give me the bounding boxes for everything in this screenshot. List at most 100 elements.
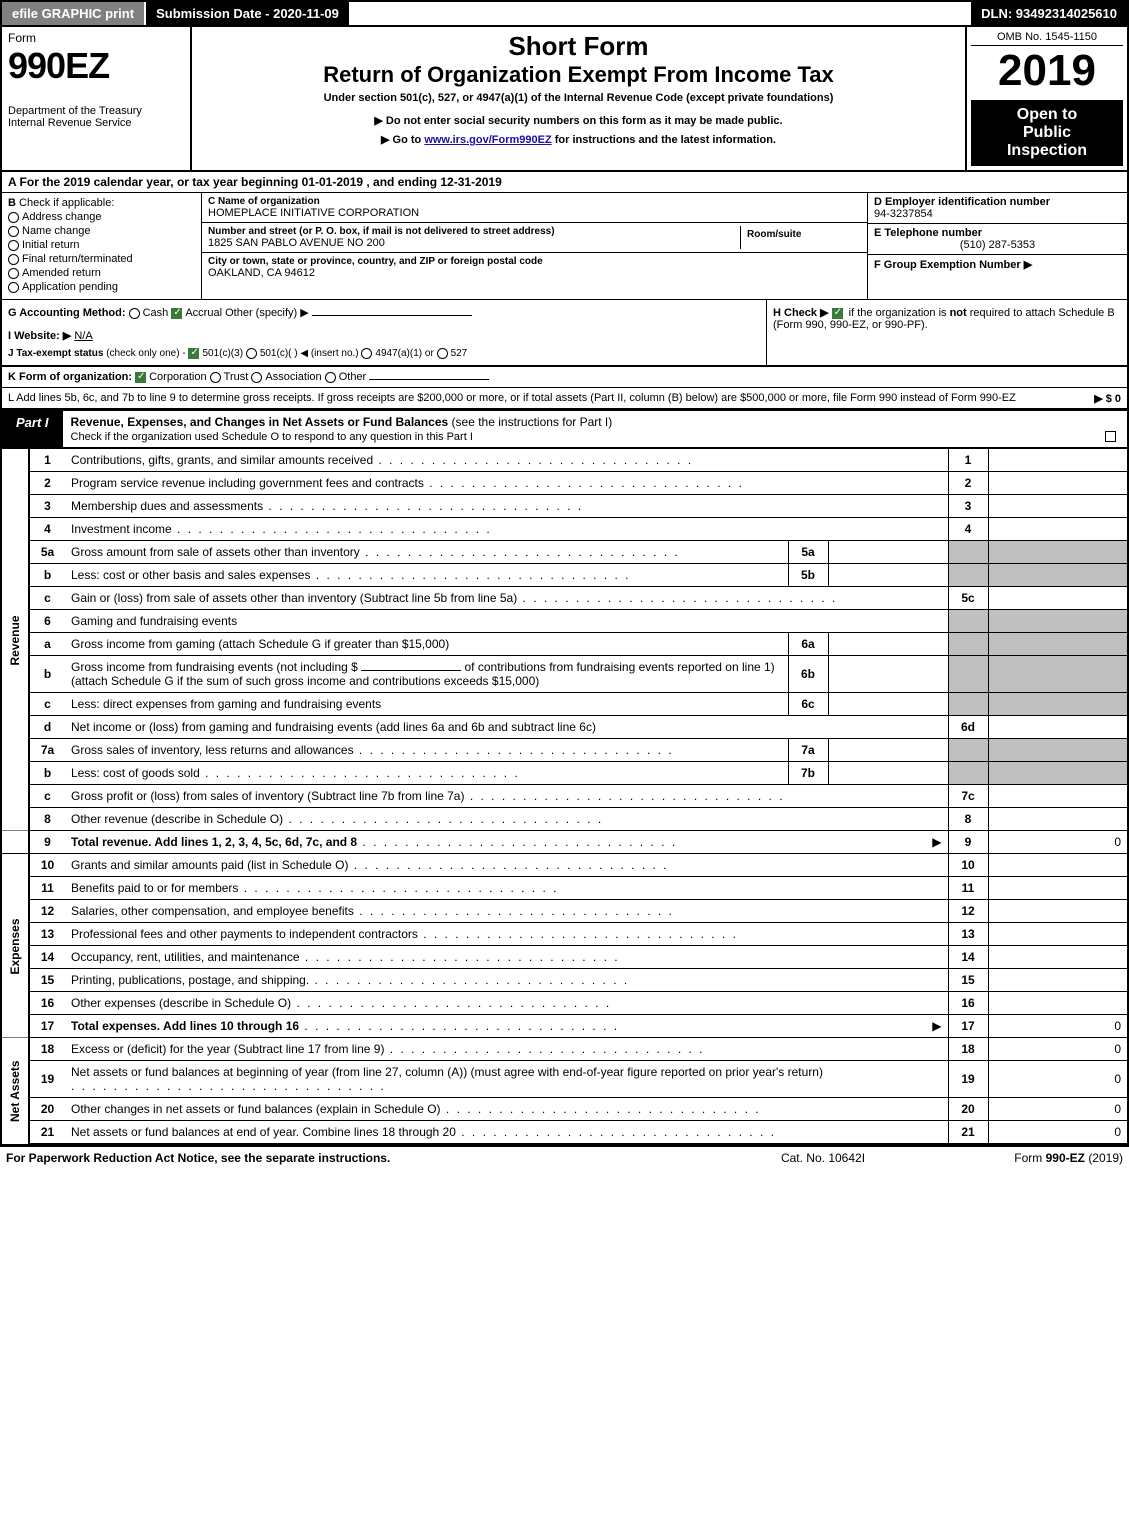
- l3-num: 3: [29, 495, 65, 518]
- l7a-subval: [828, 739, 948, 762]
- net-assets-side-label: Net Assets: [1, 1038, 29, 1144]
- l2-numcol: 2: [948, 472, 988, 495]
- expenses-table: Expenses 10 Grants and similar amounts p…: [0, 854, 1129, 1038]
- l14-desc: Occupancy, rent, utilities, and maintena…: [71, 950, 300, 964]
- l9-desc: Total revenue. Add lines 1, 2, 3, 4, 5c,…: [71, 835, 357, 849]
- k-other: Other: [339, 371, 367, 383]
- other-method-input[interactable]: [312, 315, 472, 316]
- l7a-num: 7a: [29, 739, 65, 762]
- j-501c-radio[interactable]: [246, 348, 257, 359]
- k-assoc: Association: [265, 371, 321, 383]
- final-return-radio[interactable]: [8, 254, 19, 265]
- l7c-numcol: 7c: [948, 785, 988, 808]
- l7b-greyval: [988, 762, 1128, 785]
- phone-value: (510) 287-5353: [874, 239, 1121, 251]
- part1-schedule-o-checkbox[interactable]: [1105, 431, 1116, 442]
- l19-numcol: 19: [948, 1061, 988, 1098]
- k-label: K Form of organization:: [8, 371, 132, 383]
- l9-num: 9: [29, 831, 65, 854]
- h-checkbox[interactable]: [832, 308, 843, 319]
- address-change-radio[interactable]: [8, 212, 19, 223]
- l13-numcol: 13: [948, 923, 988, 946]
- l4-val: [988, 518, 1128, 541]
- omb-number: OMB No. 1545-1150: [971, 31, 1123, 46]
- efile-print-button[interactable]: efile GRAPHIC print: [2, 2, 146, 25]
- l5c-numcol: 5c: [948, 587, 988, 610]
- warn2-pre: ▶ Go to: [381, 134, 424, 146]
- section-b: B Check if applicable: Address change Na…: [2, 193, 202, 299]
- expenses-side-label: Expenses: [1, 854, 29, 1038]
- k-corp-checkbox[interactable]: [135, 372, 146, 383]
- section-c: C Name of organization HOMEPLACE INITIAT…: [202, 193, 867, 299]
- l14-numcol: 14: [948, 946, 988, 969]
- l6a-num: a: [29, 633, 65, 656]
- part1-tab: Part I: [2, 411, 63, 447]
- amended-return-label: Amended return: [22, 267, 101, 279]
- application-pending-radio[interactable]: [8, 282, 19, 293]
- part1-title: Revenue, Expenses, and Changes in Net As…: [63, 411, 1127, 447]
- l6b-grey: [948, 656, 988, 693]
- l6b-num: b: [29, 656, 65, 693]
- l17-numcol: 17: [948, 1015, 988, 1038]
- j-4947-radio[interactable]: [361, 348, 372, 359]
- l16-numcol: 16: [948, 992, 988, 1015]
- l2-num: 2: [29, 472, 65, 495]
- l6b-desc1: Gross income from fundraising events (no…: [71, 660, 358, 674]
- l6c-grey: [948, 693, 988, 716]
- k-other-input[interactable]: [369, 379, 489, 380]
- l6d-val: [988, 716, 1128, 739]
- l6-desc: Gaming and fundraising events: [65, 610, 948, 633]
- l18-val: 0: [988, 1038, 1128, 1061]
- l6b-sub: 6b: [788, 656, 828, 693]
- l-text: L Add lines 5b, 6c, and 7b to line 9 to …: [8, 392, 1016, 404]
- k-trust-radio[interactable]: [210, 372, 221, 383]
- l7b-num: b: [29, 762, 65, 785]
- l6a-subval: [828, 633, 948, 656]
- l15-desc: Printing, publications, postage, and shi…: [71, 973, 309, 987]
- street-value: 1825 SAN PABLO AVENUE NO 200: [208, 237, 740, 249]
- footer-right: Form 990-EZ (2019): [923, 1151, 1123, 1165]
- l11-numcol: 11: [948, 877, 988, 900]
- l20-num: 20: [29, 1098, 65, 1121]
- l7b-grey: [948, 762, 988, 785]
- section-def: D Employer identification number 94-3237…: [867, 193, 1127, 299]
- l6c-greyval: [988, 693, 1128, 716]
- phone-label: E Telephone number: [874, 227, 1121, 239]
- l5c-val: [988, 587, 1128, 610]
- gh-row: G Accounting Method: Cash Accrual Other …: [0, 299, 1129, 367]
- l5b-subval: [828, 564, 948, 587]
- l13-num: 13: [29, 923, 65, 946]
- name-change-radio[interactable]: [8, 226, 19, 237]
- l20-val: 0: [988, 1098, 1128, 1121]
- l3-desc: Membership dues and assessments: [71, 499, 263, 513]
- l6a-greyval: [988, 633, 1128, 656]
- cash-radio[interactable]: [129, 308, 140, 319]
- j-501c3-checkbox[interactable]: [188, 348, 199, 359]
- l6a-grey: [948, 633, 988, 656]
- accrual-checkbox[interactable]: [171, 308, 182, 319]
- l6c-desc: Less: direct expenses from gaming and fu…: [71, 697, 381, 711]
- l18-numcol: 18: [948, 1038, 988, 1061]
- line-l: L Add lines 5b, 6c, and 7b to line 9 to …: [0, 388, 1129, 410]
- l15-numcol: 15: [948, 969, 988, 992]
- j-527-radio[interactable]: [437, 348, 448, 359]
- l19-desc: Net assets or fund balances at beginning…: [71, 1065, 823, 1079]
- k-other-radio[interactable]: [325, 372, 336, 383]
- l17-num: 17: [29, 1015, 65, 1038]
- k-assoc-radio[interactable]: [251, 372, 262, 383]
- footer-left: For Paperwork Reduction Act Notice, see …: [6, 1151, 723, 1165]
- room-label: Room/suite: [747, 229, 855, 240]
- l11-num: 11: [29, 877, 65, 900]
- initial-return-radio[interactable]: [8, 240, 19, 251]
- submission-date-button[interactable]: Submission Date - 2020-11-09: [146, 2, 351, 25]
- l11-desc: Benefits paid to or for members: [71, 881, 238, 895]
- l6b-amount-input[interactable]: [361, 670, 461, 671]
- l21-desc: Net assets or fund balances at end of ye…: [71, 1125, 456, 1139]
- l7b-sub: 7b: [788, 762, 828, 785]
- amended-return-radio[interactable]: [8, 268, 19, 279]
- irs-link[interactable]: www.irs.gov/Form990EZ: [424, 134, 551, 146]
- l5b-num: b: [29, 564, 65, 587]
- l6b-greyval: [988, 656, 1128, 693]
- l3-numcol: 3: [948, 495, 988, 518]
- org-name-label: C Name of organization: [208, 196, 861, 207]
